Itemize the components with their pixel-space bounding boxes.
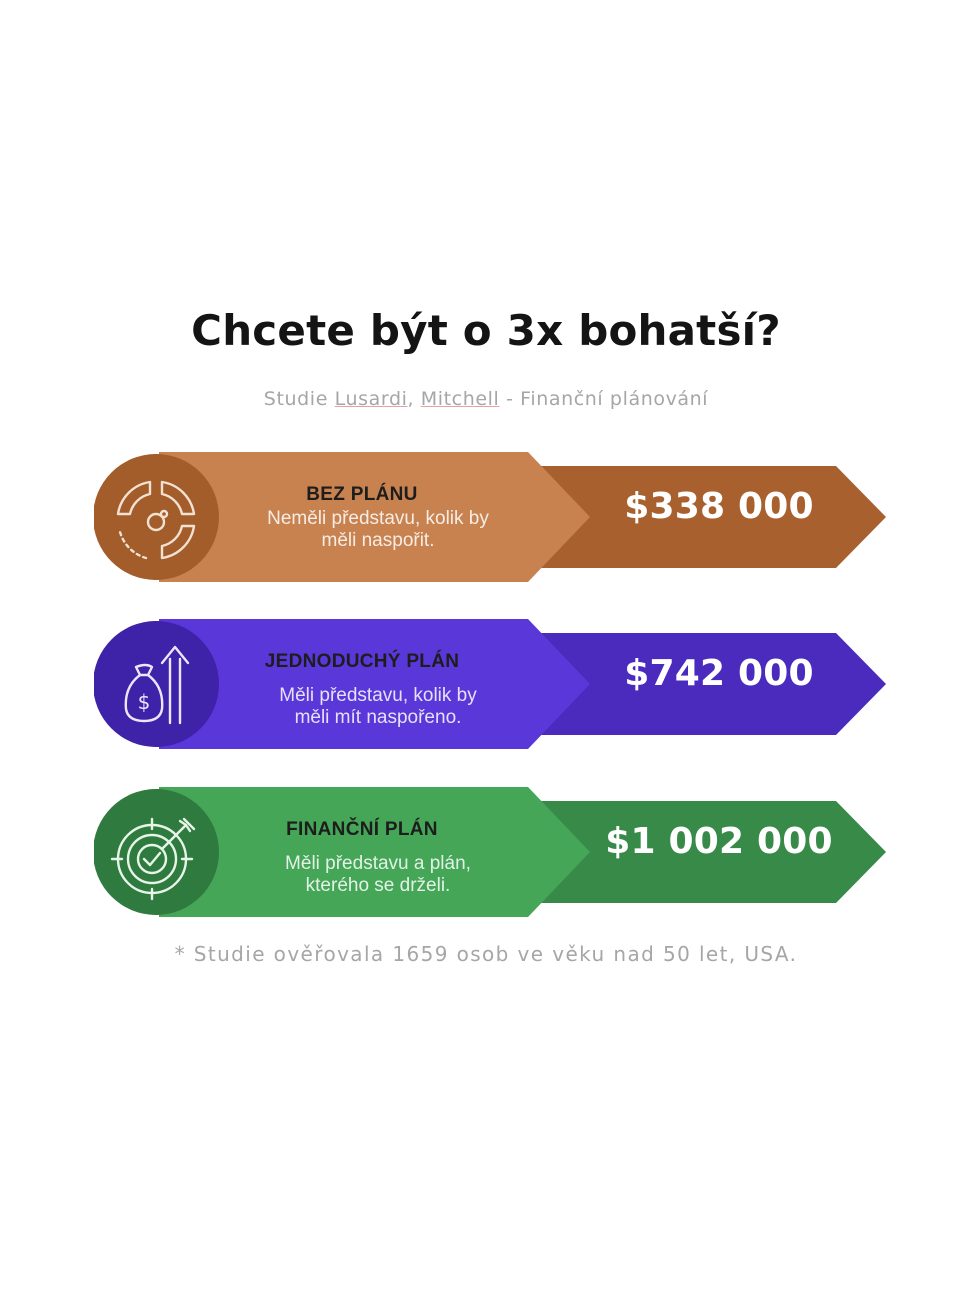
subtitle-prefix: Studie (263, 388, 335, 410)
money-bag-arrow-icon: $ (124, 645, 190, 725)
plan-title: JEDNODUCHÝ PLÁN (264, 651, 460, 672)
page-subtitle: Studie Lusardi, Mitchell - Finanční plán… (0, 388, 972, 410)
plan-amount: $742 000 (624, 653, 814, 694)
plan-description-line: kterého se drželi. (305, 875, 451, 896)
plan-row-financni-plan: FINANČNÍ PLÁN Měli představu a plán, kte… (94, 787, 894, 917)
plan-description: Měli představu, kolik by měli mít naspoř… (228, 685, 528, 729)
page-title: Chcete být o 3x bohatší? (191, 306, 781, 355)
plan-row-jednoduchy-plan: $ JEDNODUCHÝ PLÁN Měli představu, kolik … (94, 619, 894, 749)
subtitle-author-mitchell: Mitchell (420, 388, 500, 410)
plan-row-bez-planu: BEZ PLÁNU Neměli představu, kolik by měl… (94, 452, 894, 582)
plan-description-line: měli mít naspořeno. (294, 707, 462, 728)
plan-amount: $1 002 000 (605, 821, 833, 862)
plan-description-line: Neměli představu, kolik by (267, 508, 489, 529)
plan-description-line: měli naspořit. (321, 530, 435, 551)
subtitle-separator: , (407, 388, 421, 410)
plan-banner-shape (94, 452, 886, 582)
plan-description-line: Měli představu, kolik by (279, 685, 477, 706)
footnote: * Studie ověřovala 1659 osob ve věku nad… (174, 942, 798, 966)
plan-banner-shape (94, 787, 886, 917)
plan-description: Neměli představu, kolik by měli naspořit… (228, 508, 528, 552)
plan-description-line: Měli představu a plán, (285, 853, 471, 874)
pie-chart-icon (116, 480, 196, 560)
plan-title: BEZ PLÁNU (306, 484, 418, 505)
plan-title: FINANČNÍ PLÁN (286, 819, 438, 840)
plan-description: Měli představu a plán, kterého se drželi… (228, 853, 528, 897)
svg-text:$: $ (138, 690, 151, 714)
subtitle-author-lusardi: Lusardi (334, 388, 408, 410)
target-arrow-icon (110, 817, 196, 901)
plan-amount: $338 000 (624, 486, 814, 527)
subtitle-suffix: - Finanční plánování (499, 388, 709, 410)
